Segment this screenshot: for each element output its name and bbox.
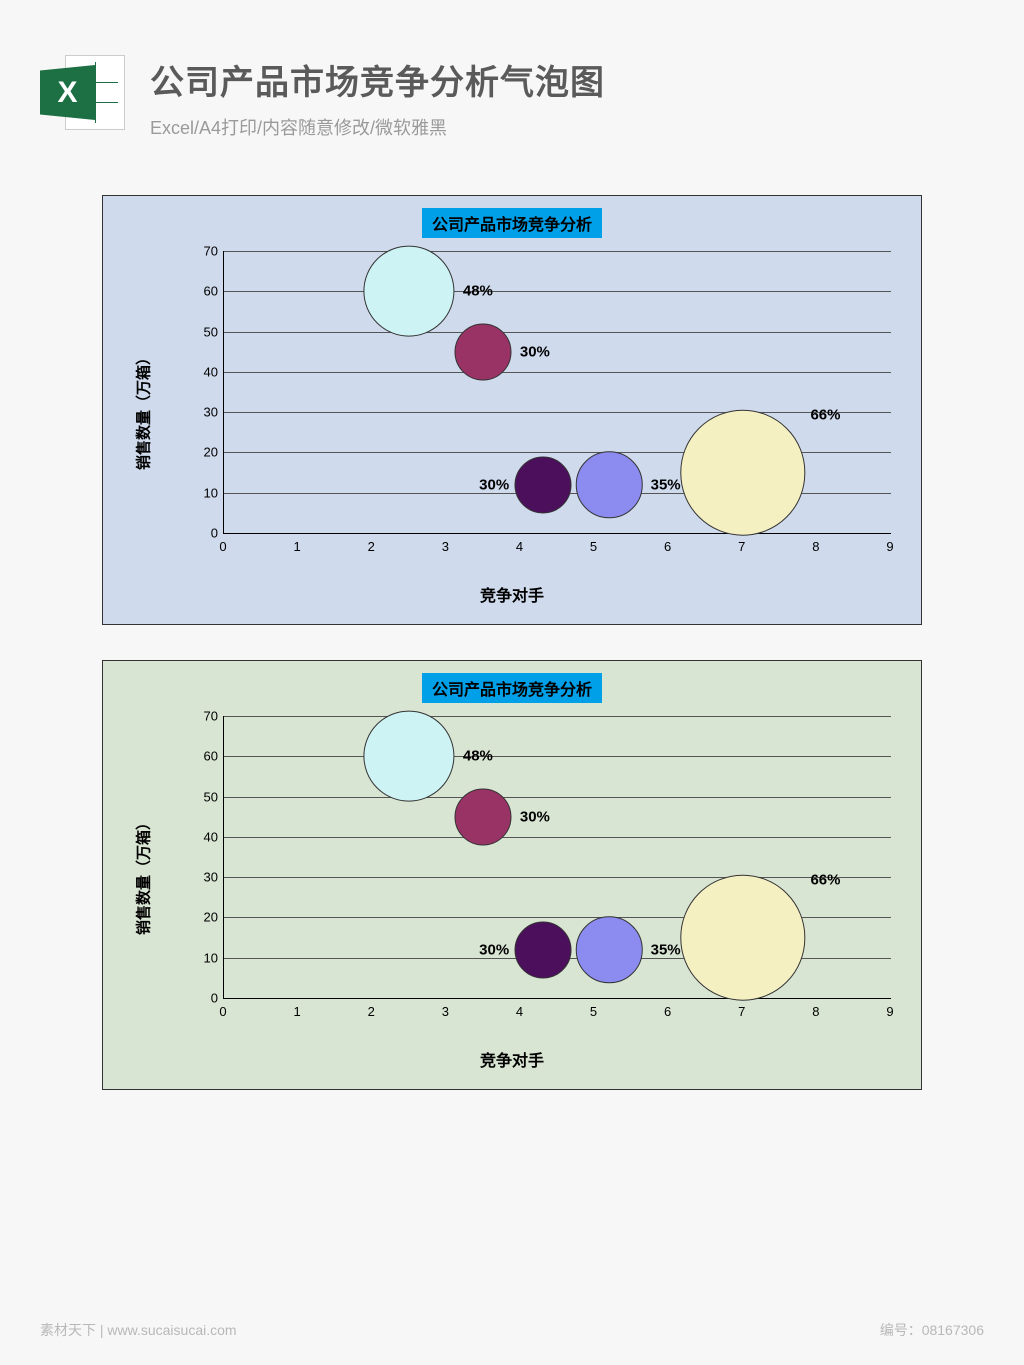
xtick-label: 5: [590, 1004, 597, 1019]
bubble-label-4: 35%: [651, 941, 681, 958]
chart-title: 公司产品市场竞争分析: [422, 208, 602, 238]
bubble-label-3: 30%: [479, 941, 509, 958]
bubble-5: [680, 875, 805, 1000]
xtick-label: 7: [738, 539, 745, 554]
page-title: 公司产品市场竞争分析气泡图: [150, 55, 984, 104]
xtick-label: 1: [293, 1004, 300, 1019]
bubble-label-5: 66%: [810, 871, 840, 888]
xtick-label: 6: [664, 1004, 671, 1019]
xtick-label: 3: [442, 1004, 449, 1019]
gridline: [224, 837, 891, 838]
bubble-3: [514, 921, 571, 978]
ytick-label: 20: [198, 910, 218, 925]
bubble-2: [455, 323, 512, 380]
ytick-label: 50: [198, 324, 218, 339]
gridline: [224, 716, 891, 717]
xtick-label: 2: [368, 539, 375, 554]
ytick-label: 40: [198, 364, 218, 379]
gridline: [224, 877, 891, 878]
y-axis-label: 销售数量（万箱）: [133, 350, 154, 470]
ytick-label: 70: [198, 709, 218, 724]
header: X 公司产品市场竞争分析气泡图 Excel/A4打印/内容随意修改/微软雅黑: [0, 0, 1024, 160]
xtick-label: 3: [442, 539, 449, 554]
bubble-1: [364, 711, 455, 802]
ytick-label: 0: [198, 991, 218, 1006]
ytick-label: 70: [198, 244, 218, 259]
bubble-2: [455, 788, 512, 845]
gridline: [224, 756, 891, 757]
xtick-label: 6: [664, 539, 671, 554]
bubble-label-1: 48%: [463, 283, 493, 300]
xtick-label: 9: [886, 539, 893, 554]
ytick-label: 40: [198, 829, 218, 844]
ytick-label: 50: [198, 789, 218, 804]
xtick-label: 4: [516, 1004, 523, 1019]
x-axis-label: 竞争对手: [480, 1047, 544, 1071]
bubble-label-4: 35%: [651, 476, 681, 493]
ytick-label: 10: [198, 950, 218, 965]
xtick-label: 8: [812, 1004, 819, 1019]
bubble-label-1: 48%: [463, 748, 493, 765]
gridline: [224, 372, 891, 373]
bubble-chart-panel-1: 公司产品市场竞争分析48%30%30%35%66%010203040506070…: [102, 195, 922, 625]
plot-area: 48% 30% 30% 35% 66%: [223, 716, 891, 999]
ytick-label: 30: [198, 870, 218, 885]
excel-icon: X: [40, 50, 130, 140]
xtick-label: 4: [516, 539, 523, 554]
ytick-label: 60: [198, 284, 218, 299]
footer: 素材天下 | www.sucaisucai.com 编号：08167306: [0, 1320, 1024, 1340]
ytick-label: 30: [198, 405, 218, 420]
title-block: 公司产品市场竞争分析气泡图 Excel/A4打印/内容随意修改/微软雅黑: [150, 50, 984, 140]
gridline: [224, 291, 891, 292]
bubble-1: [364, 246, 455, 337]
xtick-label: 1: [293, 539, 300, 554]
xtick-label: 5: [590, 539, 597, 554]
page-subtitle: Excel/A4打印/内容随意修改/微软雅黑: [150, 114, 984, 140]
bubble-3: [514, 456, 571, 513]
gridline: [224, 251, 891, 252]
xtick-label: 8: [812, 539, 819, 554]
footer-right: 编号：08167306: [880, 1320, 984, 1340]
x-axis-label: 竞争对手: [480, 582, 544, 606]
xtick-label: 2: [368, 1004, 375, 1019]
xtick-label: 9: [886, 1004, 893, 1019]
bubble-4: [576, 916, 643, 983]
ytick-label: 10: [198, 485, 218, 500]
ytick-label: 0: [198, 526, 218, 541]
ytick-label: 60: [198, 749, 218, 764]
bubble-label-5: 66%: [810, 406, 840, 423]
xtick-label: 0: [219, 1004, 226, 1019]
bubble-5: [680, 410, 805, 535]
gridline: [224, 332, 891, 333]
gridline: [224, 412, 891, 413]
ytick-label: 20: [198, 445, 218, 460]
y-axis-label: 销售数量（万箱）: [133, 815, 154, 935]
gridline: [224, 797, 891, 798]
bubble-label-3: 30%: [479, 476, 509, 493]
bubble-chart-panel-2: 公司产品市场竞争分析48%30%30%35%66%010203040506070…: [102, 660, 922, 1090]
bubble-4: [576, 451, 643, 518]
footer-left: 素材天下 | www.sucaisucai.com: [40, 1320, 237, 1340]
bubble-label-2: 30%: [520, 343, 550, 360]
xtick-label: 0: [219, 539, 226, 554]
chart-title: 公司产品市场竞争分析: [422, 673, 602, 703]
xtick-label: 7: [738, 1004, 745, 1019]
plot-area: 48% 30% 30% 35% 66%: [223, 251, 891, 534]
bubble-label-2: 30%: [520, 808, 550, 825]
